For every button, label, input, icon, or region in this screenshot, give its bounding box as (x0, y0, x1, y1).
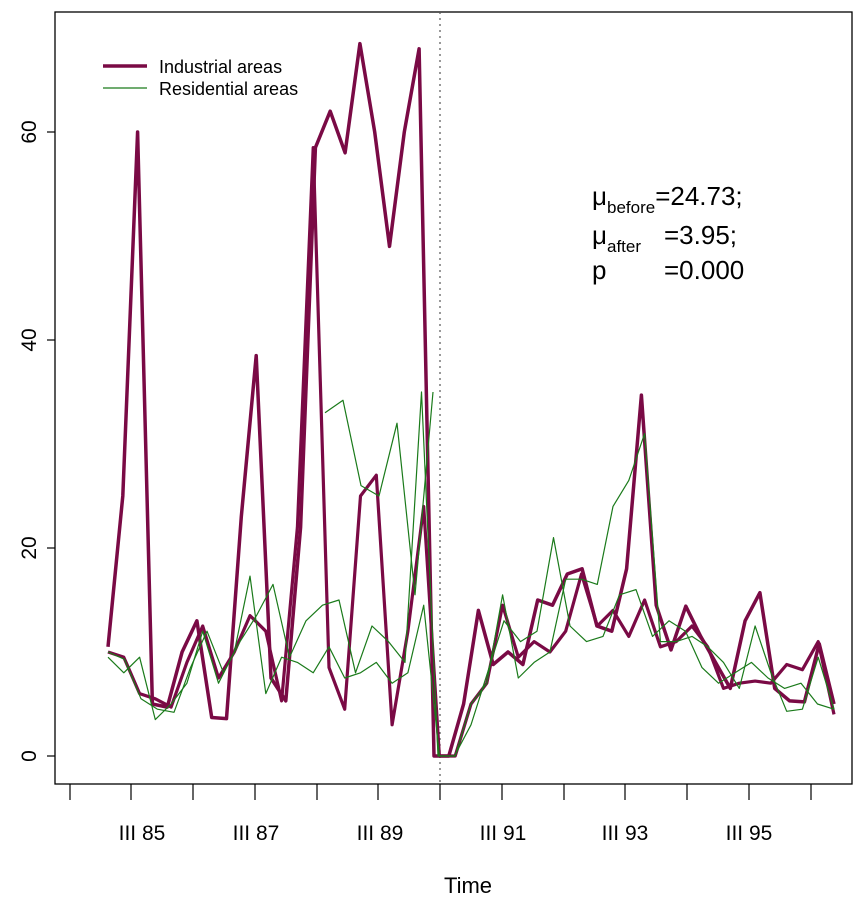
stats-annotation: μbefore=24.73; μafter =3.95; p =0.000 (592, 181, 744, 285)
legend: Industrial areas Residential areas (103, 57, 298, 99)
stat-mu-before-value: =24.73; (655, 181, 742, 211)
series-layer (106, 41, 836, 758)
y-tick-label: 20 (18, 536, 41, 559)
y-axis: 0 20 40 60 (18, 120, 55, 762)
series-line-residential-5 (324, 391, 434, 596)
stat-mu-after-symbol: μ (592, 220, 607, 250)
stat-p-value: =0.000 (664, 255, 744, 285)
stat-mu-after-sub: after (607, 237, 641, 256)
x-tick-label: III 87 (233, 822, 280, 845)
stat-mu-before-symbol: μ (592, 181, 607, 211)
x-axis-title: Time (444, 873, 492, 898)
x-tick-label: III 89 (357, 822, 404, 845)
stat-mu-before: μbefore=24.73; (592, 181, 743, 217)
y-tick-label: 0 (18, 750, 41, 762)
series-line-residential-4 (107, 391, 835, 757)
x-tick-label: III 93 (602, 822, 649, 845)
stat-mu-after-value: =3.95; (664, 220, 737, 250)
x-tick-label: III 95 (726, 822, 773, 845)
x-tick-label: III 91 (480, 822, 527, 845)
legend-label-residential: Residential areas (159, 79, 298, 99)
stat-p-symbol: p (592, 255, 606, 285)
x-axis: III 85 III 87 III 89 III 91 III 93 III 95 (69, 784, 812, 845)
plot-frame (54, 11, 853, 785)
series-line-industrial-1 (106, 41, 836, 758)
x-tick-label: III 85 (119, 822, 166, 845)
stat-mu-before-sub: before (607, 198, 655, 217)
y-tick-label: 40 (18, 328, 41, 351)
legend-label-industrial: Industrial areas (159, 57, 282, 77)
y-tick-label: 60 (18, 120, 41, 143)
stat-mu-after: μafter (592, 220, 641, 256)
